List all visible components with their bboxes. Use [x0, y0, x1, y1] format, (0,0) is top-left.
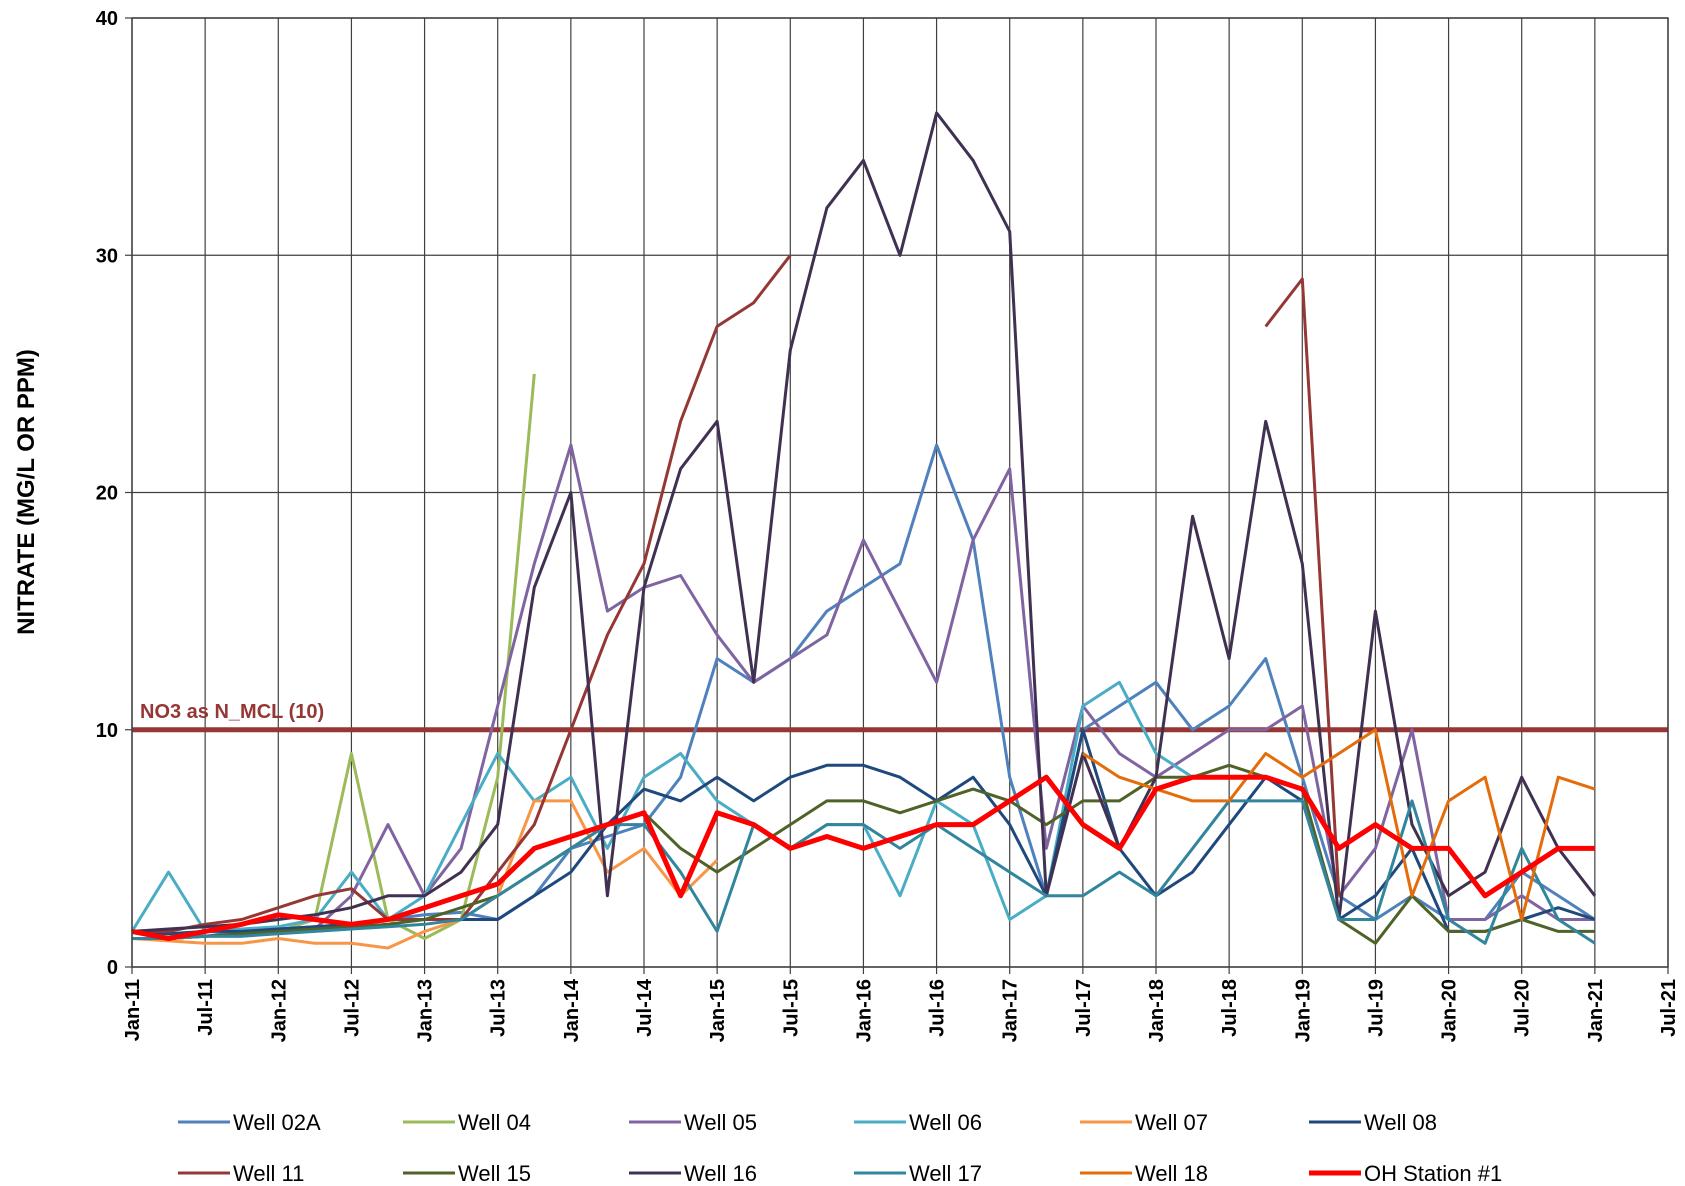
series-line — [132, 799, 1596, 945]
lines — [130, 111, 1668, 950]
x-tick-label: Jul-16 — [927, 979, 949, 1037]
series-line — [132, 254, 1341, 933]
x-tick-label: Jan-20 — [1439, 979, 1461, 1042]
legend-label: OH Station #1 — [1364, 1161, 1502, 1186]
legend-label: Well 04 — [458, 1110, 531, 1135]
legend-label: Well 11 — [233, 1161, 304, 1186]
legend-label: Well 15 — [458, 1161, 531, 1186]
legend-label: Well 07 — [1135, 1110, 1208, 1135]
series-line — [132, 763, 1595, 945]
y-tick-label: 10 — [96, 720, 118, 742]
legend-label: Well 17 — [909, 1161, 982, 1186]
x-tick-label: Jul-11 — [195, 979, 217, 1036]
x-tick-label: Jan-14 — [561, 978, 583, 1042]
x-tick-label: Jan-19 — [1292, 979, 1314, 1042]
legend-label: Well 06 — [909, 1110, 982, 1135]
x-tick-label: Jan-16 — [853, 979, 875, 1042]
x-tick-label: Jan-15 — [707, 979, 729, 1042]
x-tick-label: Jan-17 — [1000, 979, 1022, 1042]
legend-label: Well 18 — [1135, 1161, 1208, 1186]
plot-border — [131, 17, 1669, 968]
x-tick-label: Jul-20 — [1512, 979, 1534, 1037]
x-tick-label: Jul-17 — [1073, 979, 1095, 1037]
series-line — [131, 774, 1595, 941]
x-tick-label: Jul-15 — [780, 979, 802, 1037]
x-tick-label: Jul-18 — [1219, 979, 1241, 1037]
y-tick-label: 0 — [107, 957, 118, 979]
grid — [131, 17, 1669, 968]
series-line — [132, 443, 1595, 940]
series-line — [1082, 728, 1596, 921]
legend-label: Well 16 — [684, 1161, 757, 1186]
x-tick-label: Jan-21 — [1585, 979, 1607, 1042]
x-tick-label: Jul-14 — [634, 978, 656, 1037]
axes: 0 10 20 30 40 Jan-11 Jul-11 Jan-12 Jul-12 Jan-13 J… — [96, 8, 1680, 1186]
x-tick-label: Jul-13 — [488, 979, 510, 1037]
x-tick-label: Jul-19 — [1365, 979, 1387, 1037]
legend-label: Well 08 — [1364, 1110, 1437, 1135]
x-tick-label: Jan-18 — [1146, 979, 1168, 1042]
legend-label: Well 02A — [233, 1110, 321, 1135]
series-line — [131, 799, 719, 950]
x-tick-label: Jan-12 — [268, 979, 290, 1042]
x-tick-label: Jan-11 — [122, 979, 144, 1041]
y-tick-label: 40 — [96, 8, 118, 30]
reference-label: NO3 as N_MCL (10) — [140, 701, 324, 723]
x-tick-label: Jul-21 — [1658, 979, 1680, 1037]
x-tick-label: Jan-13 — [415, 979, 437, 1042]
y-tick-label: 20 — [96, 483, 118, 505]
legend-label: Well 05 — [684, 1110, 757, 1135]
x-tick-label: Jul-12 — [341, 979, 363, 1037]
y-axis-label: NITRATE (MG/L OR PPM) — [13, 349, 40, 635]
series-line — [131, 111, 1597, 933]
y-tick-label: 30 — [96, 245, 118, 267]
